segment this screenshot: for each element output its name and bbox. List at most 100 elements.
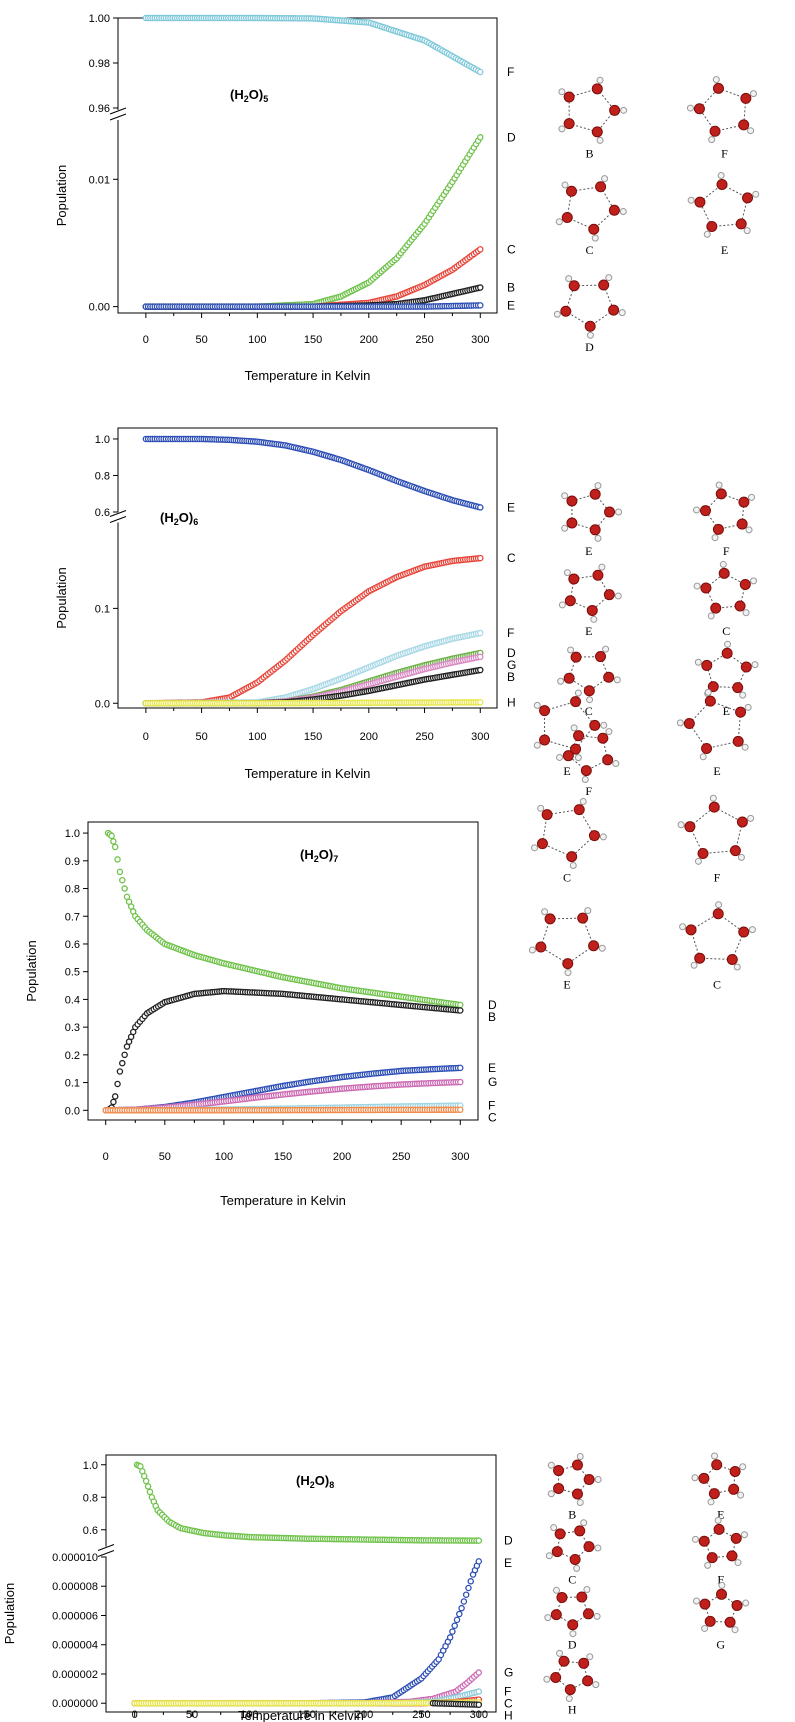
- oxygen-atom: [698, 1535, 710, 1547]
- oxygen-atom: [578, 1657, 590, 1669]
- molecule-E: E: [533, 689, 608, 778]
- hydrogen-atom: [751, 661, 759, 669]
- hydrogen-atom: [752, 190, 760, 198]
- data-point-E: [465, 1584, 472, 1592]
- molecule-E: E: [676, 688, 752, 778]
- oxygen-atom: [715, 1588, 727, 1600]
- hydrogen-atom: [545, 1552, 553, 1560]
- hydrogen-atom: [718, 1581, 726, 1589]
- oxygen-atom: [712, 908, 724, 920]
- molecule-C: C: [693, 560, 758, 638]
- hydrogen-atom: [749, 90, 757, 98]
- molecule-structures: E E C F E C: [528, 688, 756, 991]
- hydrogen-atom: [594, 1476, 602, 1483]
- hydrogen-atom: [598, 944, 606, 952]
- molecule-label: F: [723, 544, 730, 558]
- data-point-D: [457, 1001, 464, 1009]
- hydrogen-atom: [724, 640, 732, 648]
- chart-3: 0.0 0.1 0.2 0.3 0.4 0.5 0.6 0.7 0.8 0.9 1.0 0 50 100 1…: [24, 688, 756, 1208]
- oxygen-atom: [571, 1459, 583, 1471]
- hydrogen-atom: [712, 76, 720, 84]
- x-tick-label: 50: [186, 1709, 198, 1721]
- oxygen-atom: [738, 119, 750, 131]
- hydrogen-atom: [593, 1612, 601, 1620]
- molecule-label: D: [585, 340, 594, 354]
- oxygen-atom: [539, 705, 551, 717]
- series-end-label-E: E: [507, 500, 515, 514]
- oxygen-atom: [729, 1465, 741, 1477]
- oxygen-atom: [724, 1616, 736, 1628]
- molecule-B: B: [547, 1452, 602, 1521]
- oxygen-atom: [591, 126, 603, 138]
- data-point-D: [142, 1477, 150, 1485]
- y-tick-label: 0.1: [95, 603, 110, 615]
- series-end-label-E: E: [507, 298, 515, 312]
- hydrogen-atom: [686, 104, 694, 112]
- hydrogen-atom: [591, 234, 599, 242]
- hydrogen-atom: [576, 1499, 584, 1507]
- y-axis-label: Population: [54, 165, 69, 226]
- oxygen-atom: [595, 651, 607, 663]
- oxygen-atom: [740, 92, 752, 104]
- title-mid: O): [179, 510, 193, 525]
- series-end-label-D: D: [507, 130, 516, 144]
- series-H: [142, 699, 484, 707]
- oxygen-atom: [589, 488, 601, 500]
- hydrogen-atom: [709, 794, 717, 802]
- oxygen-atom: [726, 1550, 738, 1562]
- molecule-D: D: [544, 1586, 601, 1651]
- hydrogen-atom: [592, 1681, 600, 1689]
- hydrogen-atom: [711, 534, 719, 542]
- oxygen-atom: [551, 1546, 563, 1558]
- series-E: [142, 302, 484, 310]
- y-tick-label: 0.98: [89, 58, 110, 70]
- data-point-C: [477, 554, 484, 562]
- axis-break-gap: [112, 512, 124, 523]
- oxygen-atom: [564, 595, 576, 607]
- hydrogen-atom: [552, 1586, 560, 1594]
- hydrogen-atom: [612, 760, 620, 768]
- data-point-E: [457, 1064, 464, 1072]
- oxygen-atom: [574, 1525, 586, 1537]
- oxygen-atom: [584, 320, 596, 332]
- hydrogen-atom: [565, 1695, 573, 1703]
- hydrogen-atom: [748, 926, 756, 934]
- hydrogen-atom: [619, 208, 627, 216]
- data-point-E: [475, 1558, 483, 1565]
- oxygen-atom: [561, 212, 573, 224]
- title-sub1: 2: [244, 94, 249, 104]
- oxygen-atom: [597, 732, 609, 744]
- oxygen-atom: [566, 851, 578, 863]
- hydrogen-atom: [691, 1474, 699, 1482]
- hydrogen-atom: [567, 646, 575, 654]
- oxygen-atom: [562, 958, 574, 970]
- hydrogen-atom: [744, 703, 752, 711]
- oxygen-atom: [577, 912, 589, 924]
- hydrogen-atom: [690, 961, 698, 969]
- oxygen-atom: [536, 838, 548, 850]
- chart-title: (H2O)7: [300, 847, 338, 864]
- data-point-B: [116, 1068, 124, 1075]
- oxygen-atom: [541, 809, 553, 821]
- hydrogen-atom: [537, 804, 545, 812]
- oxygen-atom: [550, 1609, 562, 1621]
- series-E: [131, 1558, 483, 1707]
- hydrogen-atom: [714, 1516, 722, 1524]
- title-sub2: 5: [263, 94, 268, 104]
- oxygen-atom: [568, 280, 580, 292]
- oxygen-atom: [553, 1482, 565, 1494]
- data-point-D: [146, 1488, 154, 1496]
- x-tick-label: 250: [415, 731, 433, 743]
- data-point-F: [475, 1688, 483, 1695]
- hydrogen-atom: [693, 506, 701, 514]
- data-point-F: [477, 629, 484, 637]
- hydrogen-atom: [692, 1597, 700, 1605]
- plot-frame: [87, 821, 479, 1121]
- y-tick-label: 0.6: [95, 507, 110, 519]
- y-tick-label: 0.5: [65, 967, 80, 979]
- x-tick-label: 0: [143, 334, 149, 346]
- hydrogen-atom: [573, 1564, 581, 1572]
- data-point-G: [457, 1078, 464, 1086]
- x-tick-label: 100: [248, 731, 266, 743]
- x-tick-label: 300: [451, 1151, 469, 1163]
